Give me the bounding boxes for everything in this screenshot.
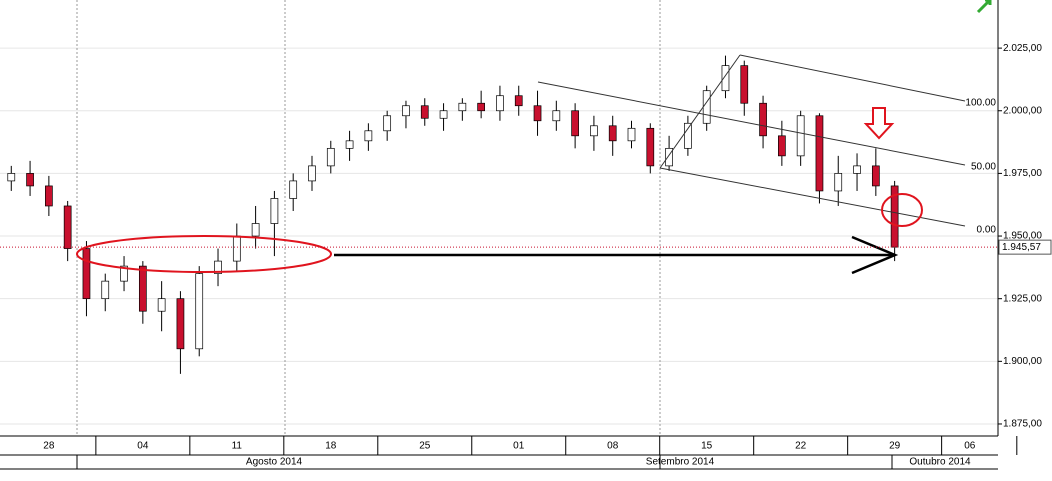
x-tick-label: 04	[137, 441, 149, 452]
y-tick-label: 2.025,00	[1003, 43, 1042, 54]
candle-body	[308, 165, 316, 182]
icon	[976, 0, 992, 14]
x-tick-label: 01	[513, 441, 525, 452]
candle-body	[101, 280, 110, 300]
candle-body	[7, 173, 16, 182]
y-tick-label: 1.875,00	[1003, 419, 1042, 430]
channel-label: 50.00	[971, 162, 996, 173]
channel-line	[659, 54, 741, 169]
channel	[537, 54, 966, 227]
channel-label: 100.00	[965, 98, 996, 109]
candle-body	[834, 173, 843, 192]
candle-body	[402, 105, 410, 117]
month-label: Outubro 2014	[909, 457, 971, 468]
candle-body	[439, 110, 448, 119]
candle-body	[533, 105, 542, 122]
candle-body	[646, 127, 655, 167]
x-tick-label: 08	[607, 441, 619, 452]
highlight-ellipse	[76, 235, 332, 273]
candle-body	[157, 298, 166, 312]
candle-body	[458, 102, 467, 112]
y-tick-label: 2.000,00	[1003, 105, 1042, 116]
x-tick-label: 25	[419, 441, 431, 452]
x-tick-label: 28	[43, 441, 55, 452]
y-tick-label: 1.925,00	[1003, 293, 1042, 304]
y-tick-label: 1.975,00	[1003, 168, 1042, 179]
candle-body	[26, 173, 34, 187]
candle-body	[120, 265, 128, 282]
candle-body	[778, 135, 786, 157]
last-price-box	[998, 239, 1052, 255]
candle-body	[383, 115, 392, 132]
candle-body	[45, 185, 53, 207]
candle-body	[552, 110, 561, 122]
channel-line	[739, 54, 966, 102]
channel-label: 0.00	[977, 225, 997, 236]
candle-body	[63, 205, 72, 249]
axes: 1.875,00 1.900,00 1.925,00 1.950,00 1.975,00…	[43, 43, 1052, 469]
candle-body	[251, 223, 260, 237]
candle-body	[665, 147, 673, 167]
candle-body	[138, 265, 147, 312]
candle-body	[514, 95, 523, 107]
candle-body	[326, 147, 335, 167]
candle-body	[627, 127, 636, 142]
last-price-label: 1.945,57	[1002, 242, 1041, 253]
candle-body	[214, 260, 222, 274]
down-arrow	[863, 107, 895, 140]
candle-body	[345, 140, 354, 149]
candle-body	[232, 235, 241, 262]
candle-body	[176, 298, 185, 350]
y-tick-label: 1.950,00	[1003, 231, 1042, 242]
y-tick-label: 1.900,00	[1003, 356, 1042, 367]
month-label: Setembro 2014	[646, 457, 715, 468]
x-tick-label: 18	[325, 441, 337, 452]
x-tick-label: 29	[889, 441, 901, 452]
candles	[7, 55, 899, 374]
candle-body	[740, 65, 749, 104]
highlight-ellipse	[881, 193, 923, 227]
candle-body	[289, 180, 298, 199]
candle-body	[420, 105, 429, 119]
candle-body	[702, 90, 711, 124]
candle-body	[496, 95, 504, 112]
candle-body	[759, 102, 767, 137]
candle-body	[815, 115, 824, 192]
candle-body	[608, 125, 617, 142]
candle-body	[571, 110, 579, 137]
x-tick-label: 15	[701, 441, 713, 452]
x-tick-label: 22	[795, 441, 807, 452]
candle-body	[195, 273, 204, 350]
channel-line	[659, 167, 966, 227]
channel-line	[537, 81, 966, 166]
candle-body	[477, 102, 485, 112]
candle-body	[590, 125, 598, 137]
month-label: Agosto 2014	[246, 457, 303, 468]
candle-body	[270, 198, 279, 224]
candle-body	[684, 122, 692, 149]
candle-body	[82, 248, 91, 300]
candle-body	[796, 115, 805, 157]
candle-body	[364, 130, 373, 142]
candle-body	[721, 65, 730, 92]
x-tick-label: 06	[964, 441, 976, 452]
candle-body	[871, 165, 880, 187]
x-tick-label: 11	[232, 441, 243, 452]
candle-body	[853, 165, 861, 174]
arrow-head	[851, 235, 899, 275]
